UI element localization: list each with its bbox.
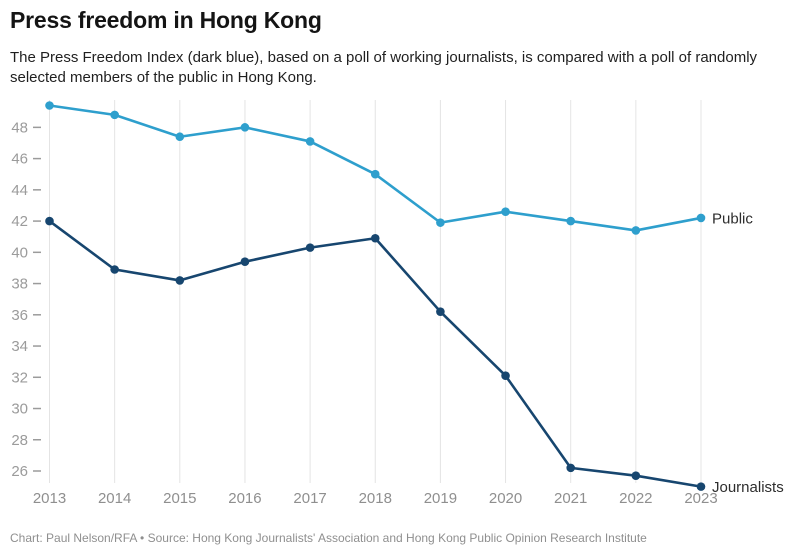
journalists-series-label: Journalists bbox=[712, 479, 784, 496]
y-tick-label-30: 30 bbox=[11, 401, 28, 418]
x-tick-label-2013: 2013 bbox=[33, 490, 66, 507]
y-tick-label-32: 32 bbox=[11, 369, 28, 386]
y-tick-label-34: 34 bbox=[11, 338, 28, 355]
journalists-point-2018 bbox=[370, 233, 380, 243]
public-point-2021 bbox=[566, 216, 575, 226]
y-tick-label-40: 40 bbox=[11, 244, 28, 261]
y-tick-label-48: 48 bbox=[11, 119, 28, 136]
public-point-2015 bbox=[175, 132, 185, 142]
chart-credit: Chart: Paul Nelson/RFA • Source: Hong Ko… bbox=[10, 531, 647, 545]
x-tick-label-2021: 2021 bbox=[554, 490, 587, 507]
chart-subtitle: The Press Freedom Index (dark blue), bas… bbox=[10, 48, 757, 88]
x-tick-label-2015: 2015 bbox=[163, 490, 196, 507]
x-tick-label-2017: 2017 bbox=[293, 490, 326, 507]
x-tick-label-2019: 2019 bbox=[424, 490, 457, 507]
journalists-point-2022 bbox=[631, 471, 641, 480]
journalists-point-2017 bbox=[305, 243, 315, 252]
chart-title: Press freedom in Hong Kong bbox=[10, 7, 322, 33]
journalists-point-2013 bbox=[45, 216, 54, 226]
press-freedom-chart: 48 46 44 42 40 38 36 34 32 30 28 26 2013 2014 2015 2016… bbox=[11, 100, 784, 507]
journalists-point-2019 bbox=[436, 307, 445, 316]
public-point-2020 bbox=[501, 207, 510, 217]
public-point-2018 bbox=[370, 169, 380, 179]
x-tick-label-2014: 2014 bbox=[98, 490, 131, 507]
journalists-point-2014 bbox=[110, 265, 119, 274]
x-tick-label-2016: 2016 bbox=[228, 490, 261, 507]
y-tick-label-46: 46 bbox=[11, 151, 28, 168]
x-tick-label-2022: 2022 bbox=[619, 490, 652, 507]
journalists-point-2020 bbox=[501, 371, 510, 381]
public-point-2022 bbox=[631, 226, 641, 235]
public-point-2023 bbox=[696, 213, 706, 223]
public-point-2017 bbox=[305, 137, 315, 146]
y-tick-label-38: 38 bbox=[11, 276, 28, 293]
y-tick-label-36: 36 bbox=[11, 307, 28, 324]
journalists-point-2023 bbox=[696, 482, 706, 491]
public-point-2016 bbox=[240, 123, 250, 132]
y-tick-label-26: 26 bbox=[11, 463, 28, 480]
chart-subtitle-line-2: selected members of the public in Hong K… bbox=[10, 69, 317, 86]
public-series-label: Public bbox=[712, 210, 753, 227]
public-point-2013 bbox=[45, 101, 54, 110]
y-tick-label-28: 28 bbox=[11, 432, 28, 449]
chart-subtitle-line-1: The Press Freedom Index (dark blue), bas… bbox=[10, 49, 758, 66]
journalists-point-2021 bbox=[566, 463, 575, 473]
x-tick-label-2023: 2023 bbox=[684, 490, 717, 507]
y-tick-label-42: 42 bbox=[11, 213, 28, 230]
public-point-2014 bbox=[110, 110, 119, 120]
public-point-2019 bbox=[436, 218, 445, 227]
x-tick-label-2020: 2020 bbox=[489, 490, 522, 507]
x-tick-label-2018: 2018 bbox=[359, 490, 392, 507]
journalists-point-2015 bbox=[175, 276, 185, 285]
y-tick-label-44: 44 bbox=[11, 182, 28, 199]
journalists-point-2016 bbox=[240, 257, 250, 266]
